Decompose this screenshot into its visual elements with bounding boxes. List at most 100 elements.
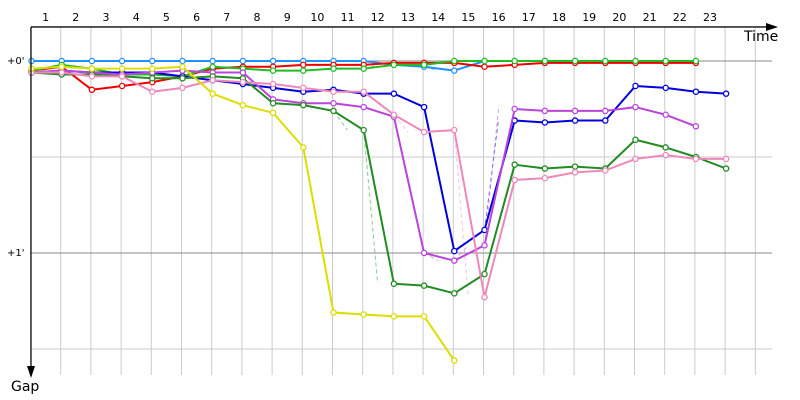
data-point bbox=[360, 126, 367, 134]
data-point bbox=[692, 155, 700, 163]
data-point bbox=[179, 63, 186, 71]
y-axis-title: Gap bbox=[11, 379, 39, 395]
data-point bbox=[632, 57, 639, 65]
x-tick-label: 5 bbox=[163, 11, 170, 24]
data-point bbox=[571, 163, 579, 170]
data-point bbox=[300, 144, 307, 151]
data-point bbox=[662, 144, 669, 151]
data-point bbox=[632, 103, 639, 111]
data-point bbox=[632, 82, 639, 90]
series-lines bbox=[28, 57, 730, 364]
data-point bbox=[360, 65, 367, 72]
data-point bbox=[511, 57, 518, 65]
data-point bbox=[58, 69, 65, 76]
data-point bbox=[88, 73, 96, 80]
data-point bbox=[632, 155, 639, 163]
data-point bbox=[58, 63, 65, 71]
data-point bbox=[209, 90, 216, 97]
data-point bbox=[722, 165, 730, 172]
data-point bbox=[451, 290, 458, 297]
x-tick-label: 14 bbox=[431, 11, 445, 24]
data-point bbox=[420, 249, 428, 257]
data-point bbox=[330, 88, 337, 95]
data-point bbox=[239, 101, 247, 109]
data-point bbox=[541, 165, 549, 172]
x-tick-label: 17 bbox=[522, 11, 536, 24]
data-point bbox=[511, 161, 518, 168]
data-point bbox=[692, 57, 700, 65]
y-tick-label: +0' bbox=[7, 56, 25, 67]
data-point bbox=[118, 82, 126, 90]
data-point bbox=[330, 107, 337, 115]
data-point bbox=[179, 75, 186, 82]
data-point bbox=[300, 101, 307, 109]
x-tick-label: 23 bbox=[703, 11, 717, 24]
data-point bbox=[420, 61, 428, 69]
x-tick-label: 10 bbox=[310, 11, 324, 24]
pit-stop-line bbox=[333, 110, 348, 131]
data-point bbox=[602, 117, 609, 124]
data-point bbox=[149, 65, 156, 72]
x-tick-label: 22 bbox=[673, 11, 687, 24]
data-point bbox=[118, 65, 126, 72]
data-point bbox=[602, 167, 609, 174]
x-tick-label: 15 bbox=[461, 11, 475, 24]
data-point bbox=[451, 126, 458, 134]
data-point bbox=[300, 84, 307, 92]
data-point bbox=[330, 99, 337, 107]
data-point bbox=[602, 57, 609, 65]
data-point bbox=[692, 88, 700, 95]
data-point bbox=[330, 65, 337, 72]
x-axis-title: Time bbox=[743, 29, 778, 45]
pit-stop-line bbox=[453, 130, 469, 298]
data-point bbox=[662, 151, 669, 159]
x-tick-label: 2 bbox=[72, 11, 79, 24]
data-point bbox=[571, 117, 579, 124]
data-point bbox=[149, 57, 156, 65]
data-point bbox=[481, 63, 488, 71]
data-point bbox=[571, 107, 579, 115]
data-point bbox=[88, 86, 96, 94]
data-point bbox=[722, 90, 730, 97]
x-tick-label: 4 bbox=[133, 11, 140, 24]
data-point bbox=[330, 309, 337, 316]
data-point bbox=[179, 84, 186, 92]
data-point bbox=[511, 105, 518, 113]
data-point bbox=[692, 123, 700, 130]
data-point bbox=[632, 136, 639, 143]
pit-stop-line bbox=[363, 130, 379, 284]
data-point bbox=[209, 57, 216, 65]
data-point bbox=[390, 280, 398, 287]
data-point bbox=[390, 313, 398, 320]
data-point bbox=[541, 119, 549, 126]
x-tick-label: 19 bbox=[582, 11, 596, 24]
data-point bbox=[451, 67, 458, 74]
data-point bbox=[541, 107, 549, 115]
pit-stop-line bbox=[453, 244, 469, 262]
data-point bbox=[239, 78, 247, 86]
data-point bbox=[360, 103, 367, 111]
data-point bbox=[541, 57, 549, 65]
data-point bbox=[88, 57, 96, 65]
x-tick-label: 21 bbox=[643, 11, 657, 24]
series-line bbox=[31, 71, 727, 299]
data-point bbox=[360, 88, 367, 95]
pit-stop-line bbox=[484, 120, 499, 231]
data-point bbox=[662, 84, 669, 92]
data-point bbox=[239, 57, 247, 65]
grid bbox=[30, 25, 772, 375]
x-tick-label: 16 bbox=[492, 11, 506, 24]
y-axis-arrow bbox=[27, 366, 35, 378]
x-tick-label: 18 bbox=[552, 11, 566, 24]
data-point bbox=[118, 57, 126, 65]
data-point bbox=[269, 80, 277, 88]
data-point bbox=[481, 226, 488, 234]
data-point bbox=[149, 88, 156, 95]
x-tick-label: 3 bbox=[103, 11, 110, 24]
data-point bbox=[300, 61, 307, 69]
data-point bbox=[481, 293, 488, 301]
data-point bbox=[269, 57, 277, 65]
data-point bbox=[451, 247, 458, 255]
data-point bbox=[511, 176, 518, 184]
data-point bbox=[571, 169, 579, 176]
